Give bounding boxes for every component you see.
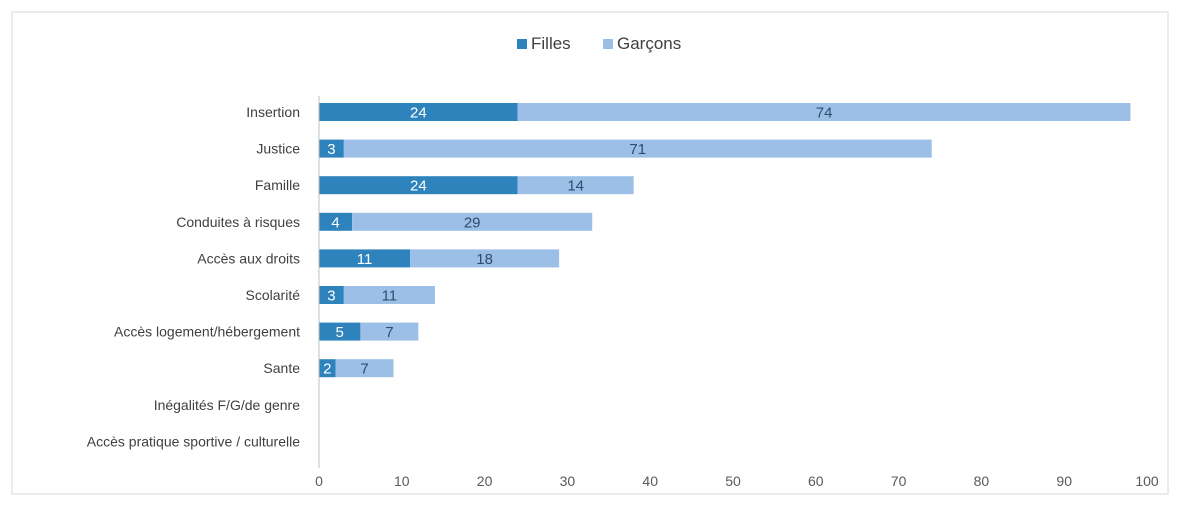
category-label-7: Sante xyxy=(263,360,300,376)
bar-1-7 xyxy=(335,359,394,378)
x-tick-label-4: 40 xyxy=(642,473,658,489)
data-label-1-0: 74 xyxy=(816,105,833,122)
category-label-6: Accès logement/hébergement xyxy=(114,324,300,340)
chart-frame xyxy=(11,11,1169,495)
bar-1-2 xyxy=(517,176,634,195)
bar-1-3 xyxy=(352,212,593,231)
bar-1-0 xyxy=(517,103,1131,121)
category-label-3: Conduites à risques xyxy=(176,214,300,230)
x-tick-label-8: 80 xyxy=(974,473,990,489)
x-tick-label-9: 90 xyxy=(1056,473,1072,489)
x-tick-label-2: 20 xyxy=(477,473,493,489)
category-label-0: Insertion xyxy=(246,104,300,120)
bar-0-3 xyxy=(319,212,353,231)
bar-1-5 xyxy=(343,286,435,304)
category-label-2: Famille xyxy=(255,177,300,193)
x-tick-label-3: 30 xyxy=(560,473,576,489)
category-label-8: Inégalités F/G/de genre xyxy=(154,397,301,413)
data-label-0-7: 2 xyxy=(323,361,331,378)
legend-swatch-1 xyxy=(603,39,613,49)
category-label-4: Accès aux droits xyxy=(197,250,300,266)
bar-0-2 xyxy=(319,176,518,195)
bar-1-1 xyxy=(343,139,932,158)
x-tick-label-1: 10 xyxy=(394,473,410,489)
bar-0-5 xyxy=(319,286,344,304)
category-labels: Insertion Justice Famille Conduites à risqu… xyxy=(87,104,300,449)
legend-swatch-0 xyxy=(517,39,527,49)
legend: Filles Garçons xyxy=(517,34,681,53)
data-label-0-5: 3 xyxy=(327,288,335,305)
data-label-1-1: 71 xyxy=(629,141,646,158)
bars-group: 24 74 3 71 24 14 4 29 11 18 3 11 5 7 2 7 xyxy=(319,103,1131,378)
data-label-1-3: 29 xyxy=(464,214,481,231)
x-tick-label-6: 60 xyxy=(808,473,824,489)
bar-0-6 xyxy=(319,322,361,341)
bar-1-6 xyxy=(360,322,419,341)
bar-0-0 xyxy=(319,103,518,121)
legend-label-0: Filles xyxy=(531,34,571,53)
data-label-1-7: 7 xyxy=(360,361,368,378)
data-label-0-4: 11 xyxy=(357,251,373,268)
data-label-0-2: 24 xyxy=(410,178,427,195)
x-axis-ticks: 0 10 20 30 40 50 60 70 80 90 100 xyxy=(315,473,1159,489)
category-label-9: Accès pratique sportive / culturelle xyxy=(87,433,300,449)
bar-0-4 xyxy=(319,249,411,268)
x-tick-label-10: 100 xyxy=(1135,473,1159,489)
category-label-5: Scolarité xyxy=(246,287,301,303)
data-label-0-0: 24 xyxy=(410,105,427,122)
data-label-1-4: 18 xyxy=(476,251,493,268)
bar-0-1 xyxy=(319,139,344,158)
data-label-0-6: 5 xyxy=(336,324,344,341)
x-tick-label-7: 70 xyxy=(891,473,907,489)
data-label-1-2: 14 xyxy=(567,178,584,195)
data-label-1-5: 11 xyxy=(382,288,398,305)
data-label-1-6: 7 xyxy=(385,324,393,341)
category-label-1: Justice xyxy=(256,141,300,157)
bar-0-7 xyxy=(319,359,336,378)
x-tick-label-0: 0 xyxy=(315,473,323,489)
legend-label-1: Garçons xyxy=(617,34,681,53)
x-tick-label-5: 50 xyxy=(725,473,741,489)
data-label-0-3: 4 xyxy=(331,214,339,231)
data-label-0-1: 3 xyxy=(327,141,335,158)
bar-1-4 xyxy=(410,249,560,268)
